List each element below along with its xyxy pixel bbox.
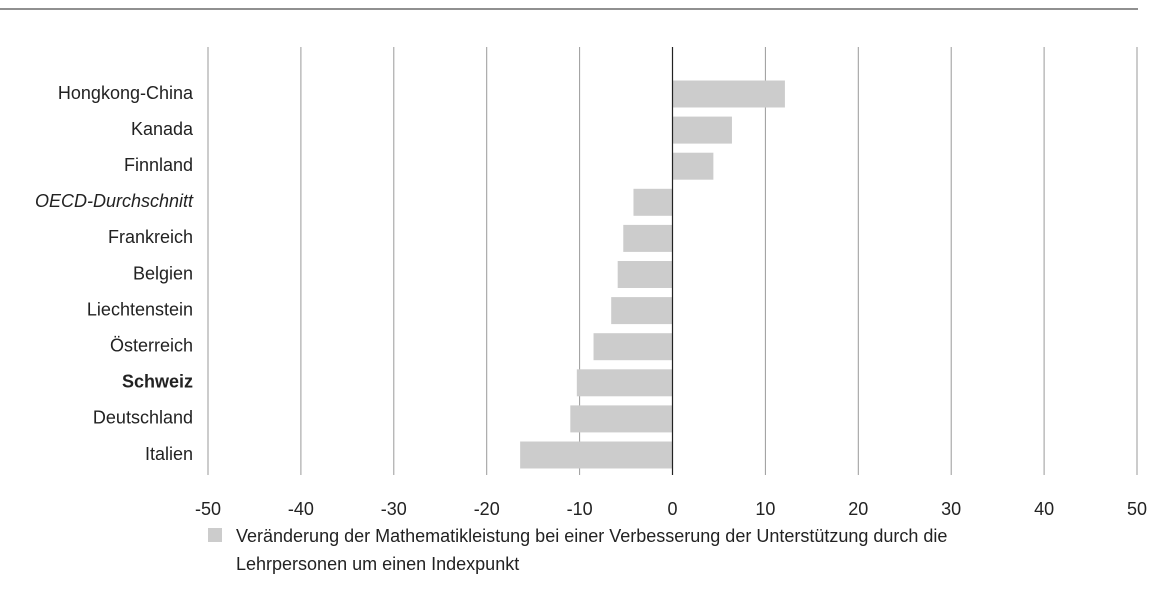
- y-tick-label: Deutschland: [93, 408, 193, 428]
- legend-swatch: [208, 528, 222, 542]
- y-tick-label: Frankreich: [108, 227, 193, 247]
- bar: [576, 369, 673, 397]
- x-tick-label: -40: [288, 499, 314, 519]
- bar: [633, 188, 673, 216]
- bar: [520, 441, 673, 469]
- x-tick-label: 30: [941, 499, 961, 519]
- x-tick-label: -10: [567, 499, 593, 519]
- y-tick-label: Liechtenstein: [87, 299, 193, 319]
- y-tick-label: Finnland: [124, 155, 193, 175]
- y-tick-label: Hongkong-China: [58, 83, 194, 103]
- bar: [623, 224, 673, 252]
- bar: [611, 297, 673, 325]
- x-tick-label: 40: [1034, 499, 1054, 519]
- bar: [672, 116, 732, 144]
- x-tick-label: -20: [474, 499, 500, 519]
- x-tick-label: 20: [848, 499, 868, 519]
- bar: [593, 333, 673, 361]
- y-tick-label: Kanada: [131, 119, 194, 139]
- y-tick-label: Schweiz: [122, 372, 193, 392]
- bar: [570, 405, 673, 433]
- legend-label: Veränderung der Mathematikleistung bei e…: [236, 526, 948, 574]
- bar: [672, 80, 785, 108]
- y-tick-label: OECD-Durchschnitt: [35, 191, 194, 211]
- x-tick-label: 50: [1127, 499, 1147, 519]
- x-tick-label: -30: [381, 499, 407, 519]
- y-tick-label: Italien: [145, 444, 193, 464]
- y-tick-label: Österreich: [110, 335, 193, 355]
- x-tick-label: -50: [195, 499, 221, 519]
- x-tick-label: 10: [755, 499, 775, 519]
- bar: [672, 152, 714, 180]
- bar: [617, 261, 673, 288]
- x-tick-label: 0: [667, 499, 677, 519]
- legend: Veränderung der Mathematikleistung bei e…: [208, 522, 988, 578]
- y-tick-label: Belgien: [133, 263, 193, 283]
